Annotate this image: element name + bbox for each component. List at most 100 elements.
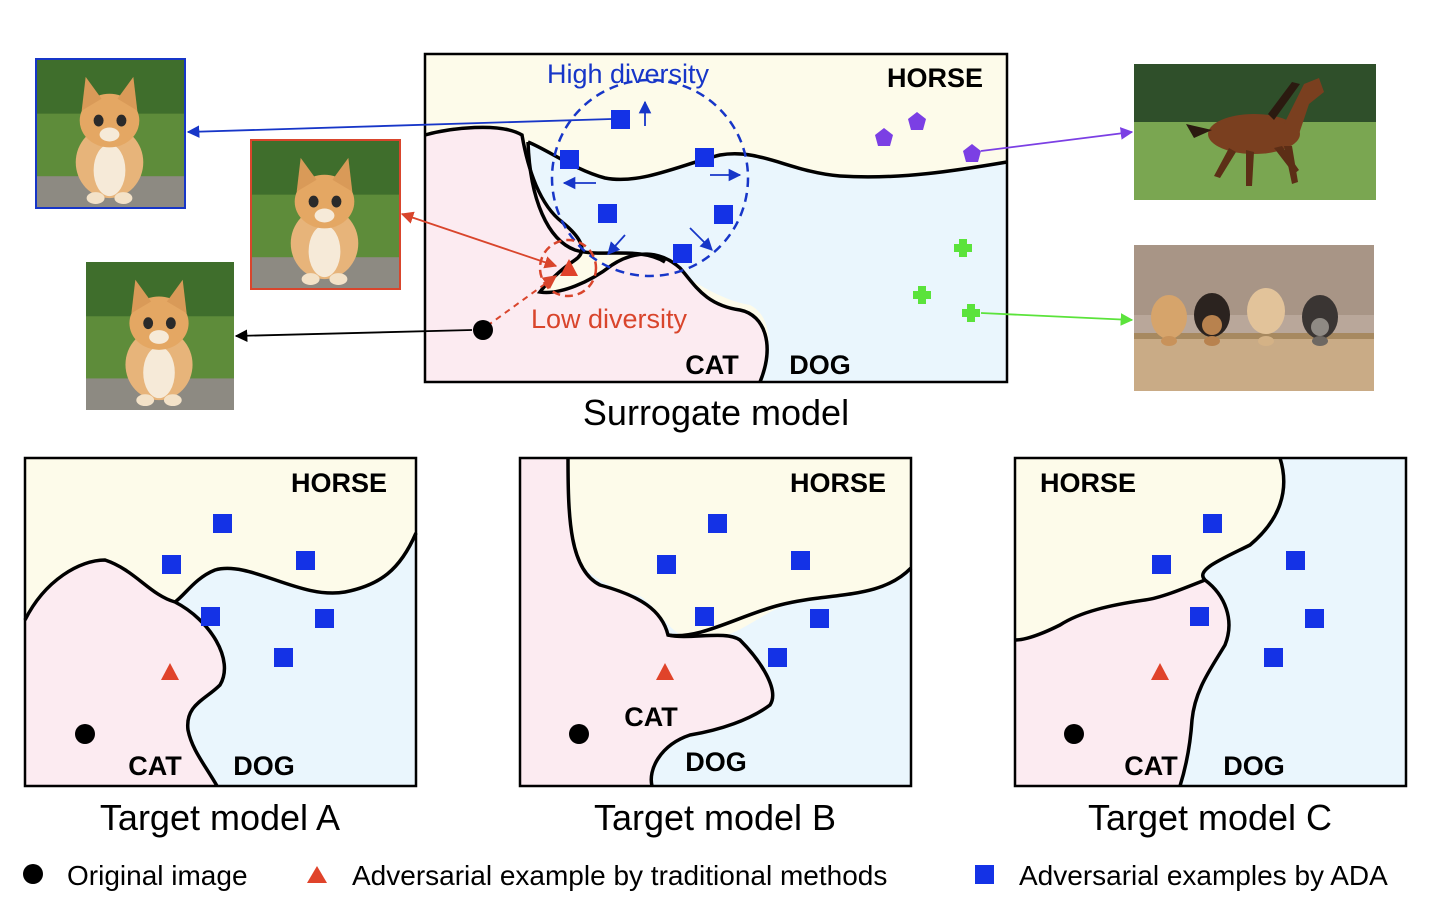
- original-marker: [1064, 724, 1084, 744]
- target-b-cat-boundary: [566, 457, 775, 787]
- original-marker: [569, 724, 589, 744]
- ada-marker: [213, 514, 232, 533]
- target-b-cat-label: CAT: [624, 702, 678, 732]
- surrogate-model-panel: HORSE CAT DOG High diversity Low diversi…: [423, 52, 1009, 433]
- surrogate-cat-label: CAT: [685, 350, 739, 380]
- diversity-arrows: [562, 100, 742, 255]
- target-b-horse-label: HORSE: [790, 468, 886, 498]
- surrogate-dog-region: [528, 142, 1007, 382]
- ada-marker: [560, 150, 579, 169]
- target-model-c-panel: HORSE CAT DOG Target model C: [1013, 456, 1408, 838]
- traditional-marker: [161, 663, 179, 680]
- horse-marker: [963, 144, 981, 162]
- legend: Original image Adversarial example by tr…: [23, 860, 1388, 891]
- target-model-a-panel: HORSE CAT DOG Target model A: [23, 456, 418, 838]
- dogs-thumbnail: [1134, 245, 1374, 391]
- target-a-horse-region: [25, 458, 416, 620]
- surrogate-cat-region: [425, 127, 768, 382]
- traditional-marker: [560, 259, 578, 276]
- target-c-caption: Target model C: [1088, 797, 1332, 838]
- target-c-horse-label: HORSE: [1040, 468, 1136, 498]
- surrogate-cat-boundary: [424, 125, 769, 383]
- ada-marker: [315, 609, 334, 628]
- low-diversity-label: Low diversity: [531, 304, 688, 334]
- target-a-cat-label: CAT: [128, 751, 182, 781]
- arrow: [607, 234, 626, 255]
- dog-marker: [913, 286, 931, 304]
- target-model-b-panel: HORSE CAT DOG Target model B: [518, 456, 913, 838]
- target-c-cat-dog-boundary: [1178, 457, 1286, 787]
- ada-marker: [1286, 551, 1305, 570]
- target-a-horse-label: HORSE: [291, 468, 387, 498]
- target-a-dog-label: DOG: [233, 751, 295, 781]
- cat-thumbnail-black: [86, 262, 234, 410]
- horse-marker: [875, 128, 893, 146]
- high-diversity-circle: [550, 78, 750, 278]
- ada-marker: [1305, 609, 1324, 628]
- dog-marker: [954, 239, 972, 257]
- ada-marker: [673, 244, 692, 263]
- ada-marker: [611, 110, 630, 129]
- cat-thumbnail-blue: [35, 58, 186, 209]
- target-c-cat-label: CAT: [1124, 751, 1178, 781]
- surrogate-ada-markers: [560, 110, 733, 263]
- surrogate-dog-label: DOG: [789, 350, 851, 380]
- ada-marker: [810, 609, 829, 628]
- ada-marker: [708, 514, 727, 533]
- surrogate-horse-label: HORSE: [887, 63, 983, 93]
- target-b-cat-region: [520, 458, 773, 786]
- horse-thumbnail: [1134, 64, 1376, 200]
- ada-marker: [162, 555, 181, 574]
- horse-markers: [875, 112, 981, 162]
- ada-marker: [1264, 648, 1283, 667]
- original-marker: [75, 724, 95, 744]
- ada-marker: [296, 551, 315, 570]
- ada-marker: [598, 204, 617, 223]
- connector-blue: [186, 118, 613, 138]
- horse-marker: [908, 112, 926, 130]
- ada-marker: [1190, 607, 1209, 626]
- ada-marker: [201, 607, 220, 626]
- surrogate-horse-dog-boundary: [527, 140, 1008, 182]
- legend-traditional-marker: [307, 866, 327, 883]
- dog-markers: [913, 239, 980, 322]
- ada-marker: [714, 205, 733, 224]
- surrogate-caption: Surrogate model: [583, 392, 849, 433]
- dog-marker: [962, 304, 980, 322]
- target-a-cat-boundary: [23, 558, 227, 787]
- attack-path-arrow: [486, 275, 558, 327]
- legend-ada-marker: [975, 865, 994, 884]
- traditional-marker: [1151, 663, 1169, 680]
- ada-marker: [1203, 514, 1222, 533]
- low-diversity-circle: [538, 238, 598, 298]
- surrogate-inner-boundary: [526, 141, 666, 264]
- legend-original-marker: [23, 864, 43, 884]
- target-a-cat-region: [25, 560, 225, 786]
- legend-traditional-label: Adversarial example by traditional metho…: [352, 860, 887, 891]
- target-c-horse-region: [1015, 458, 1284, 640]
- ada-marker: [695, 148, 714, 167]
- target-a-horse-boundary: [173, 532, 418, 604]
- cat-thumbnail-red: [250, 139, 401, 290]
- connector-purple: [980, 127, 1134, 152]
- arrow: [689, 227, 713, 251]
- target-b-horse-region: [568, 458, 911, 640]
- ada-marker: [1152, 555, 1171, 574]
- ada-marker: [274, 648, 293, 667]
- traditional-marker: [656, 663, 674, 680]
- legend-original-label: Original image: [67, 860, 248, 891]
- connector-black: [234, 329, 473, 343]
- connector-green: [980, 312, 1134, 326]
- target-b-caption: Target model B: [594, 797, 836, 838]
- target-c-dog-label: DOG: [1223, 751, 1285, 781]
- target-a-caption: Target model A: [100, 797, 340, 838]
- ada-marker: [657, 555, 676, 574]
- ada-marker: [768, 648, 787, 667]
- target-b-dog-label: DOG: [685, 747, 747, 777]
- target-b-horse-boundary: [667, 566, 913, 638]
- connector-red: [400, 211, 558, 269]
- ada-marker: [791, 551, 810, 570]
- target-c-horse-boundary: [1014, 578, 1206, 642]
- high-diversity-label: High diversity: [547, 59, 710, 89]
